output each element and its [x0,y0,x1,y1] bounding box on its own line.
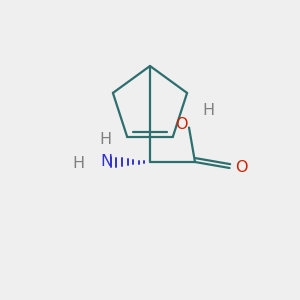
Text: H: H [202,103,214,118]
Text: H: H [99,132,111,147]
Text: O: O [235,160,248,175]
Text: O: O [175,117,188,132]
Text: N: N [100,154,112,169]
Text: H: H [72,156,84,171]
